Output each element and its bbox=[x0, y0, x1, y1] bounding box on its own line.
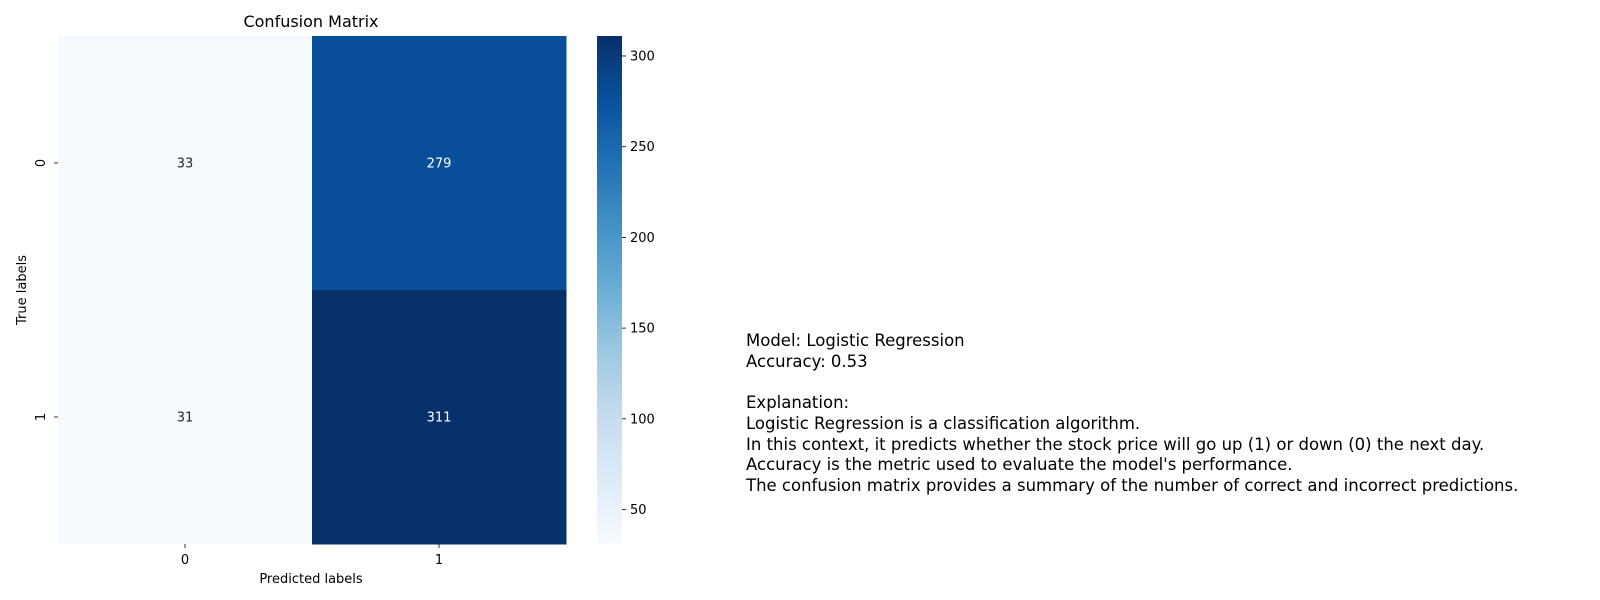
heatmap-cell bbox=[58, 36, 313, 291]
colorbar bbox=[597, 36, 622, 544]
explanation-line: In this context, it predicts whether the… bbox=[746, 434, 1485, 454]
heatmap-cell bbox=[312, 290, 567, 545]
explanation-heading: Explanation: bbox=[746, 393, 850, 413]
colorbar-tick-label: 250 bbox=[630, 140, 655, 155]
x-tick-label: 0 bbox=[181, 553, 189, 568]
heatmap-cell bbox=[58, 290, 313, 545]
y-tick-label: 0 bbox=[34, 159, 49, 167]
y-axis-label: True labels bbox=[15, 255, 30, 326]
colorbar-tick-label: 300 bbox=[630, 49, 655, 64]
y-tick-label: 1 bbox=[34, 413, 49, 421]
explanation-line: Logistic Regression is a classification … bbox=[746, 413, 1141, 433]
explanation-line: The confusion matrix provides a summary … bbox=[746, 475, 1519, 495]
x-tick-label: 1 bbox=[435, 553, 443, 568]
model-name-line: Model: Logistic Regression bbox=[746, 331, 965, 350]
chart-title: Confusion Matrix bbox=[243, 12, 378, 31]
colorbar-tick-label: 150 bbox=[630, 322, 655, 337]
cell-value-label: 33 bbox=[177, 157, 194, 172]
colorbar-tick-label: 200 bbox=[630, 231, 655, 246]
explanation-line: Accuracy is the metric used to evaluate … bbox=[746, 455, 1293, 475]
cell-value-label: 279 bbox=[427, 157, 452, 172]
colorbar-tick-label: 100 bbox=[630, 412, 655, 427]
blank-line bbox=[746, 372, 1566, 393]
colorbar-tick-label: 50 bbox=[630, 503, 647, 518]
x-axis-label: Predicted labels bbox=[259, 572, 363, 587]
model-summary: Model: Logistic Regression Accuracy: 0.5… bbox=[746, 331, 1566, 497]
cell-value-label: 311 bbox=[427, 411, 452, 426]
heatmap-cell bbox=[312, 36, 567, 291]
accuracy-line: Accuracy: 0.53 bbox=[746, 351, 868, 371]
cell-value-label: 31 bbox=[177, 411, 194, 426]
